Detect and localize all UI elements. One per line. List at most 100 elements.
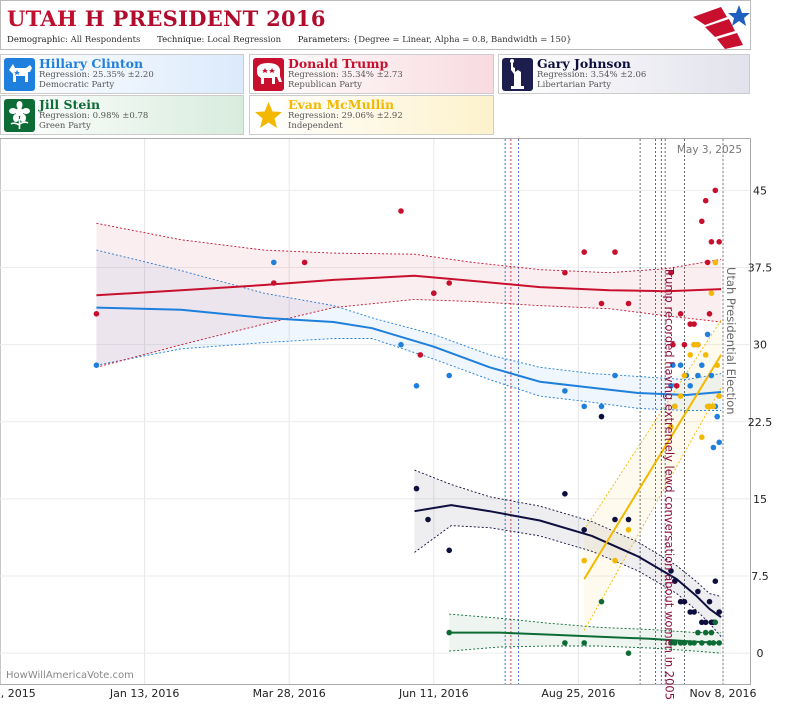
legend-evan-mcmullin: Evan McMullin Regression: 29.06% ±2.92 I… (249, 95, 494, 135)
poll-point (301, 259, 308, 266)
technique-value: Local Regression (207, 35, 282, 45)
chart-title: UTAH H PRESIDENT 2016 (7, 6, 326, 31)
x-tick-label: Nov 8, 2016 (690, 687, 757, 700)
poll-point (446, 629, 453, 636)
poll-point (699, 619, 705, 626)
poll-point (712, 619, 719, 626)
poll-point (562, 388, 568, 394)
poll-point (687, 640, 693, 646)
poll-point (677, 393, 684, 399)
x-tick-label: Jun 11, 2016 (398, 687, 469, 700)
confidence-band (96, 250, 722, 411)
y-tick-label: 30 (753, 339, 767, 352)
poll-point (706, 311, 713, 317)
watermark: HowWillAmericaVote.com (6, 670, 134, 681)
poll-point (581, 640, 587, 646)
poll-point (702, 619, 709, 626)
candidate-regression: Regression: 0.98% ±0.78 (39, 111, 149, 121)
poll-point (446, 280, 453, 286)
lower-bound-line (414, 525, 722, 637)
poll-point (612, 372, 618, 379)
poll-point (687, 352, 693, 358)
poll-point (612, 516, 618, 523)
x-tick-label: Oct 30, 2015 (0, 687, 36, 700)
poll-point (681, 598, 688, 605)
poll-point (708, 290, 715, 297)
poll-point (706, 403, 713, 410)
poll-point (712, 187, 719, 194)
poll-point (581, 403, 587, 410)
poll-point (687, 321, 693, 327)
poll-point (704, 331, 711, 338)
poll-point (712, 403, 719, 410)
regression-line (96, 274, 722, 297)
plot-frame (0, 138, 751, 685)
poll-point (581, 557, 587, 564)
date-label: May 3, 2025 (677, 144, 742, 156)
poll-point (668, 269, 674, 276)
poll-point (673, 383, 680, 389)
annotation-label: Utah Presidential Election (724, 267, 738, 415)
confidence-band (449, 614, 722, 654)
confidence-band (584, 320, 722, 631)
poll-point (712, 578, 719, 584)
poll-point (716, 239, 722, 245)
candidate-regression: Regression: 29.06% ±2.92 (288, 111, 403, 121)
poll-point (672, 578, 678, 584)
candidate-name: Evan McMullin (288, 97, 395, 112)
poll-point (581, 249, 587, 255)
poll-point (716, 609, 722, 615)
poll-point (672, 403, 678, 410)
poll-point (598, 598, 605, 605)
upper-bound-line (414, 469, 722, 598)
poll-point (699, 434, 705, 441)
poll-point (598, 413, 605, 420)
lower-bound-line (96, 298, 722, 368)
poll-point (625, 516, 632, 523)
poll-point (672, 640, 678, 646)
x-tick-label: Aug 25, 2016 (541, 687, 615, 700)
poll-point (702, 352, 709, 358)
confidence-band (414, 470, 722, 637)
poll-point (562, 491, 568, 497)
poll-point (668, 383, 674, 389)
poll-point (562, 640, 568, 646)
parameters-label: Parameters: (297, 35, 351, 45)
poll-point (681, 341, 688, 348)
poll-point (93, 362, 100, 369)
poll-point (271, 280, 277, 286)
x-axis: Oct 30, 2015 Jan 13, 2016 Mar 28, 2016 Jun … (0, 687, 756, 700)
lower-bound-line (96, 338, 722, 411)
poll-point (714, 362, 720, 369)
poll-point (706, 598, 713, 605)
lower-bound-line (583, 387, 722, 631)
elephant-icon (253, 58, 284, 91)
regression-line (449, 631, 722, 644)
flag-logo-icon (693, 5, 750, 49)
poll-point (708, 619, 715, 626)
poll-point (687, 609, 693, 615)
poll-point (93, 311, 100, 317)
y-tick-label: 15 (753, 493, 767, 506)
regression-lines (96, 274, 722, 644)
legend-donald-trump: Donald Trump Regression: 35.34% ±2.73 Re… (249, 54, 494, 94)
annotation-label: Trump recorded having extremely lewd con… (662, 266, 676, 700)
poll-point (699, 640, 705, 646)
upper-bound-line (96, 249, 722, 381)
poll-point (714, 413, 720, 420)
poll-point (691, 341, 697, 348)
candidate-name: Gary Johnson (537, 56, 631, 71)
poll-point (691, 609, 697, 615)
poll-point (695, 372, 701, 379)
poll-point (695, 629, 701, 636)
candidate-regression: Regression: 3.54% ±2.06 (537, 70, 647, 80)
chart-header: UTAH H PRESIDENT 2016 Demographic: All R… (0, 0, 751, 50)
legend-jill-stein: Jill Stein Regression: 0.98% ±0.78 Green… (0, 95, 244, 135)
poll-point (431, 290, 437, 297)
poll-point (681, 372, 688, 379)
x-tick-label: Jan 13, 2016 (109, 687, 179, 700)
poll-point (681, 640, 688, 646)
poll-point (581, 527, 587, 533)
poll-point (670, 362, 676, 369)
upper-bound-line (583, 319, 722, 531)
